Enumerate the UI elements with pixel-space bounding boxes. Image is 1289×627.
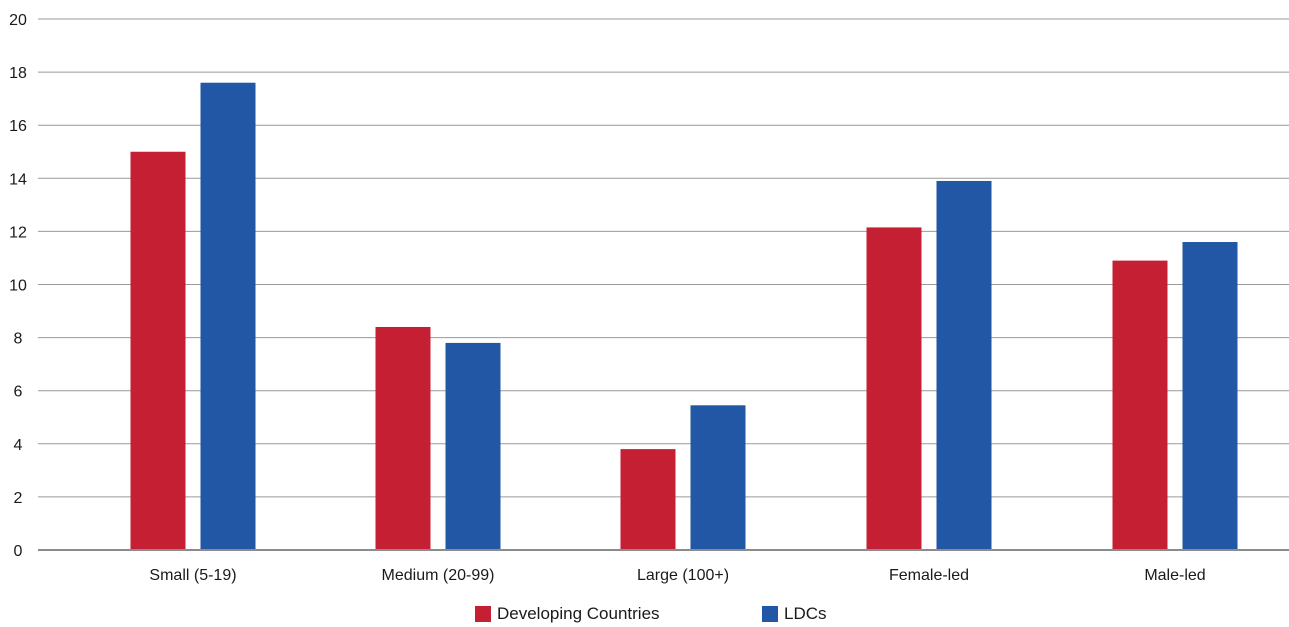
bar-ldcs: [936, 180, 992, 550]
legend-swatch-developing-countries: [475, 606, 491, 622]
x-category-label: Medium (20-99): [382, 567, 495, 584]
bar-chart: 0 2 4 6 8 10 12 14 16 18 20 Small (5-19) Medium (20…: [9, 12, 1289, 584]
y-tick-label: 2: [14, 490, 23, 507]
y-tick-label: 18: [9, 65, 27, 82]
bar-ldcs: [690, 405, 746, 550]
legend-item-ldcs: LDCs: [762, 604, 827, 624]
legend-swatch-ldcs: [762, 606, 778, 622]
legend-label-ldcs: LDCs: [784, 604, 827, 623]
legend: Developing Countries LDCs: [0, 604, 1289, 627]
bar-ldcs: [200, 82, 256, 550]
bar-ldcs: [445, 342, 501, 550]
y-axis-tick-labels: 0 2 4 6 8 10 12 14 16 18 20: [9, 12, 27, 560]
x-category-label: Female-led: [889, 567, 969, 584]
y-tick-label: 6: [14, 384, 23, 401]
bar-developing-countries: [866, 227, 922, 551]
bar-ldcs: [1182, 242, 1238, 550]
y-tick-label: 16: [9, 118, 27, 135]
y-tick-label: 12: [9, 224, 27, 241]
bar-developing-countries: [375, 326, 431, 550]
legend-item-developing-countries: Developing Countries: [475, 604, 660, 624]
y-tick-label: 20: [9, 12, 27, 29]
y-tick-label: 8: [14, 331, 23, 348]
bar-developing-countries: [620, 449, 676, 550]
x-category-label: Male-led: [1144, 567, 1205, 584]
bar-developing-countries: [130, 151, 186, 550]
x-category-label: Large (100+): [637, 567, 729, 584]
bar-developing-countries: [1112, 260, 1168, 550]
y-tick-label: 10: [9, 278, 27, 295]
y-tick-label: 4: [14, 437, 23, 454]
x-axis-category-labels: Small (5-19) Medium (20-99) Large (100+) Fe…: [149, 567, 1205, 584]
y-tick-label: 14: [9, 171, 27, 188]
bars: [130, 82, 1238, 551]
legend-label-developing-countries: Developing Countries: [497, 604, 660, 623]
x-category-label: Small (5-19): [149, 567, 236, 584]
y-tick-label: 0: [14, 543, 23, 560]
